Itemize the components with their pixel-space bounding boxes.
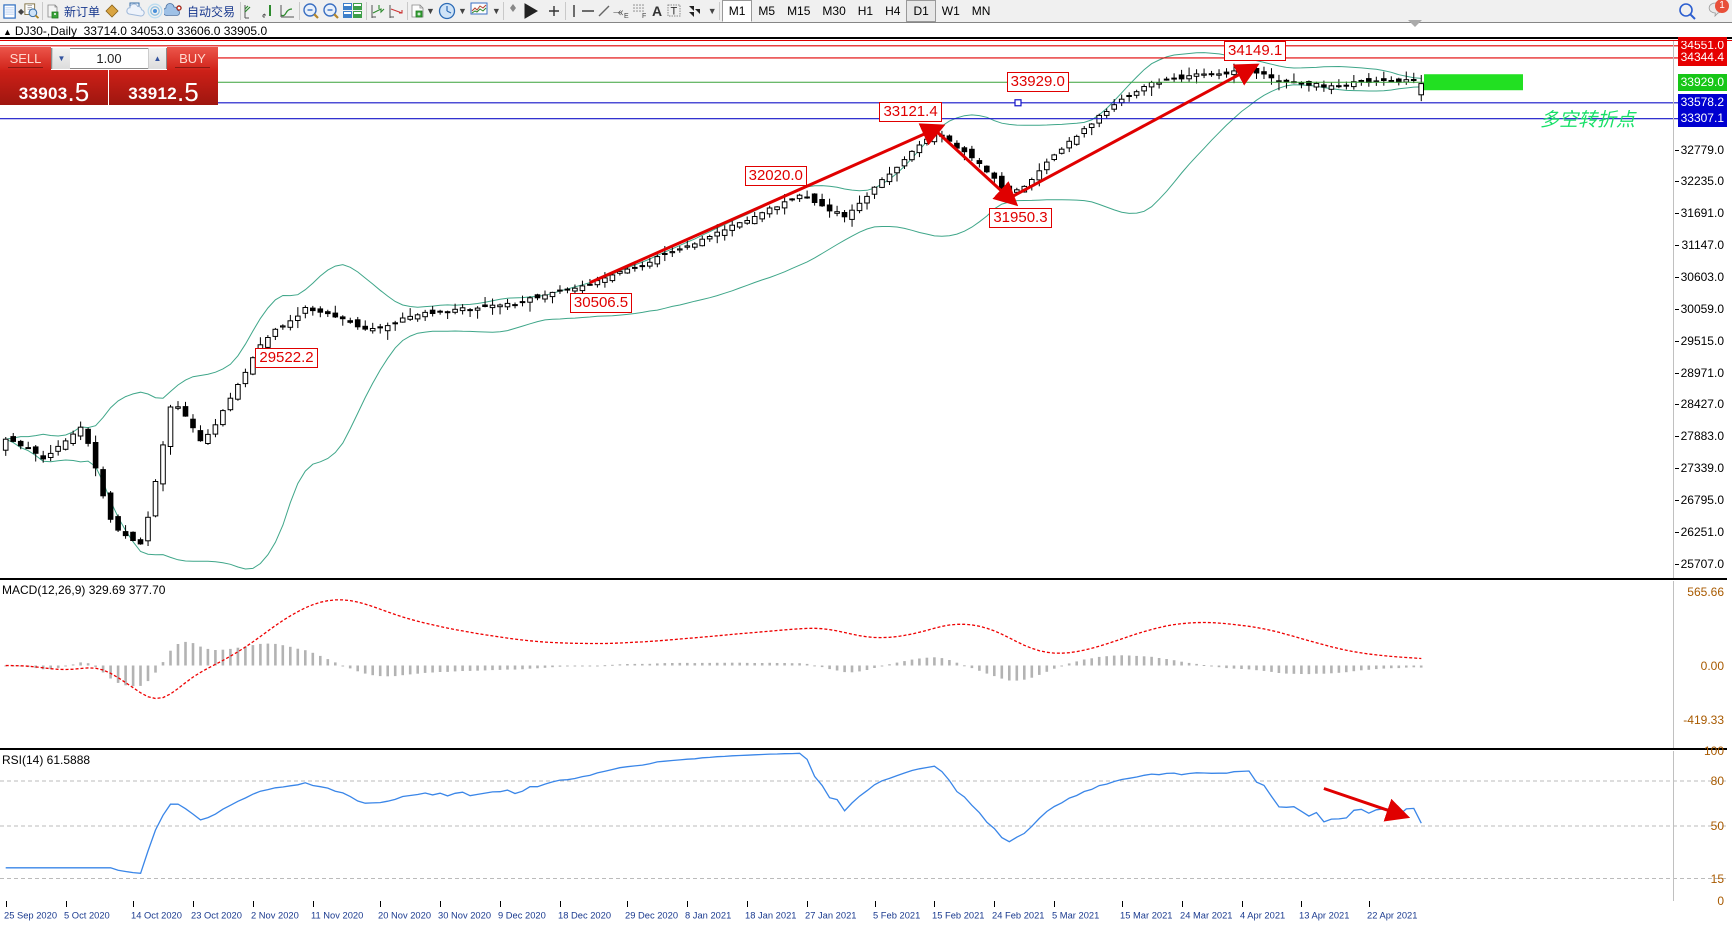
svg-text:F: F xyxy=(642,13,646,19)
svg-text:A: A xyxy=(652,3,662,19)
svg-text:T: T xyxy=(670,6,677,18)
svg-text:⤛: ⤛ xyxy=(613,4,624,19)
svg-text:E: E xyxy=(624,13,629,19)
